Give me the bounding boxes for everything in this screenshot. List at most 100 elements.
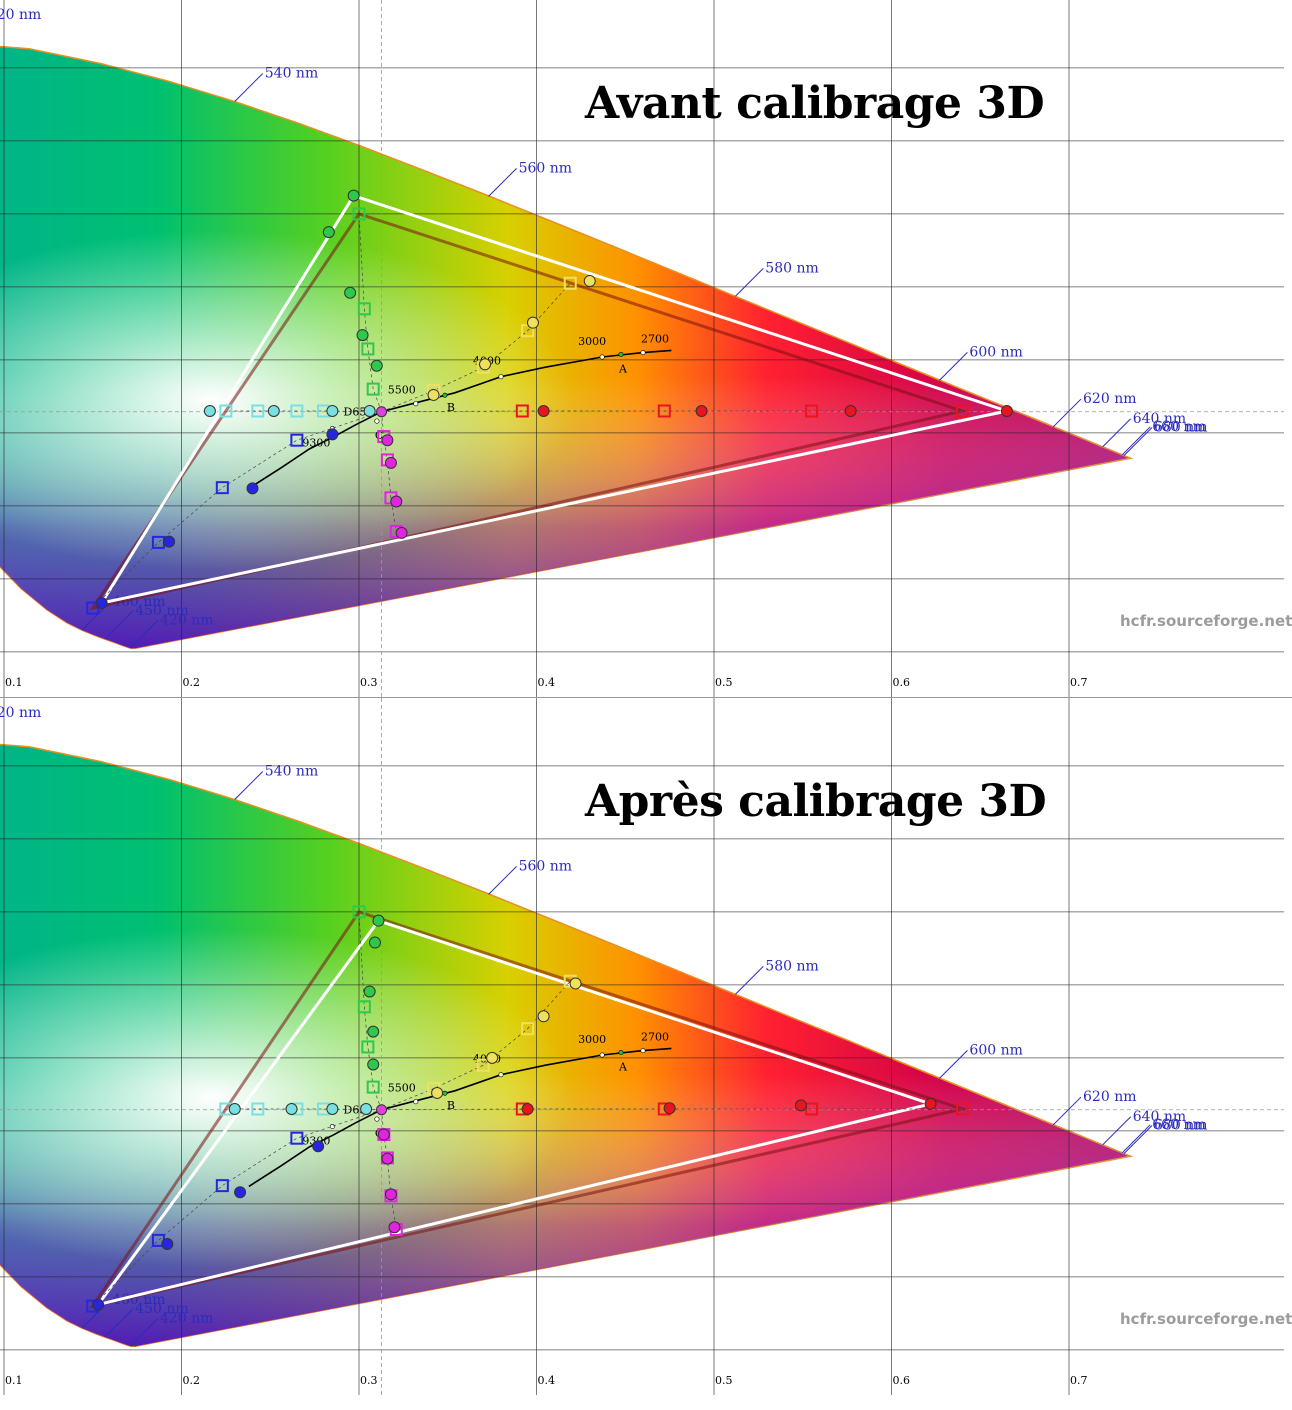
target-square (215, 1179, 229, 1193)
cct-point (618, 1049, 624, 1055)
wavelength-tick (1052, 1096, 1082, 1126)
target-square (290, 433, 304, 447)
measured-point (569, 977, 582, 990)
wavelength-label: 660 nm (1152, 419, 1205, 435)
measured-point (322, 226, 335, 239)
target-square (357, 1000, 371, 1014)
target-square (361, 342, 375, 356)
measured-point (312, 1140, 325, 1153)
target-square (563, 276, 577, 290)
wavelength-tick (1121, 1124, 1151, 1154)
wavelength-tick (129, 619, 159, 649)
measured-point (844, 405, 857, 417)
target-square (805, 1102, 819, 1116)
measured-point (370, 359, 383, 372)
gamut-area (0, 743, 1134, 1348)
chart-panel-after: 0.1 0.2 0.3 0.4 0.5 0.6 0.7 520 nm 540 nm 560 nm 5… (0, 698, 1292, 1395)
target-square (251, 1102, 265, 1116)
measured-point (92, 1298, 105, 1311)
measured-point (427, 388, 440, 401)
measured-point (326, 1103, 339, 1115)
x-tick-label: 0.2 (183, 1374, 201, 1387)
cct-point (618, 351, 624, 357)
x-tick-label: 0.7 (1070, 1374, 1088, 1387)
measured-point (326, 428, 339, 441)
wavelength-tick (734, 268, 764, 297)
wavelength-label: 420 nm (160, 612, 213, 628)
target-square (357, 302, 371, 316)
measured-point (381, 434, 394, 447)
measured-point (228, 1103, 241, 1115)
x-tick-label: 0.1 (5, 1374, 23, 1387)
cie-chart-after: 0.1 0.2 0.3 0.4 0.5 0.6 0.7 520 nm 540 nm 560 nm 5… (0, 698, 1284, 1395)
measured-point (395, 526, 408, 539)
measured-point (372, 914, 385, 927)
measured-point (521, 1103, 534, 1115)
wavelength-label: 600 nm (969, 1042, 1022, 1058)
chart-panel-before: 0.1 0.2 0.3 0.4 0.5 0.6 0.7 520 nm 540 nm 560 nm 5… (0, 0, 1292, 697)
cct-point (442, 1090, 448, 1096)
wavelength-tick (104, 1308, 134, 1338)
target-square (366, 382, 380, 396)
x-tick-label: 0.5 (715, 676, 733, 689)
cct-point (599, 1052, 605, 1058)
cie-chart-before: 0.1 0.2 0.3 0.4 0.5 0.6 0.7 520 nm 540 nm 560 nm 5… (0, 0, 1284, 697)
target-square (476, 1058, 490, 1072)
measured-point (381, 1152, 394, 1165)
wavelength-tick (734, 966, 764, 995)
cct-point (498, 374, 504, 380)
measured-point (368, 936, 381, 949)
measured-point (479, 358, 492, 371)
measured-point (234, 1186, 247, 1199)
x-tick-label: 0.7 (1070, 676, 1088, 689)
measured-point (1000, 405, 1013, 417)
cct-label: A (618, 1060, 628, 1073)
wavelength-label: 540 nm (265, 65, 318, 81)
wavelength-tick (1123, 1125, 1153, 1154)
wavelength-tick (1102, 1116, 1132, 1146)
cct-label: B (447, 401, 455, 414)
x-tick-label: 0.6 (893, 676, 911, 689)
cct-point (599, 354, 605, 360)
cct-point (413, 1099, 419, 1105)
cct-point (413, 401, 419, 407)
wavelength-tick (129, 1317, 159, 1347)
chart-title: Avant calibrage 3D (585, 78, 1045, 129)
x-tick-label: 0.1 (5, 676, 23, 689)
target-guide-line (381, 283, 571, 413)
measured-point (163, 535, 176, 548)
cct-label: 2700 (641, 333, 669, 346)
wavelength-label: 450 nm (135, 603, 188, 619)
x-tick-label: 0.2 (183, 676, 201, 689)
measured-point (347, 189, 360, 202)
wavelength-label: 580 nm (765, 958, 818, 974)
measured-point (794, 1099, 807, 1112)
target-gamut-triangle (89, 212, 969, 611)
measured-point (267, 405, 280, 417)
target-square (956, 404, 969, 418)
target-square (515, 404, 529, 418)
target-square (521, 1022, 535, 1036)
target-square (86, 601, 100, 615)
wavelength-tick (1121, 426, 1151, 456)
cct-label: B (447, 1099, 455, 1112)
measured-point (203, 405, 216, 417)
x-tick-label: 0.5 (715, 1374, 733, 1387)
measured-point (285, 1103, 298, 1115)
x-tick-label: 0.3 (360, 1374, 378, 1387)
target-square (657, 404, 671, 418)
target-square (290, 1131, 304, 1145)
wavelength-label: 560 nm (519, 858, 572, 874)
measured-point (326, 405, 339, 417)
target-square (956, 1102, 969, 1116)
chart-title: Après calibrage 3D (585, 776, 1047, 827)
wavelength-label: 560 nm (519, 160, 572, 176)
wavelength-label: 450 nm (135, 1301, 188, 1317)
wavelength-tick (234, 73, 264, 102)
wavelength-tick (1052, 398, 1082, 428)
wavelength-label: 620 nm (1083, 1089, 1136, 1105)
wavelength-tick (1123, 427, 1153, 456)
wavelength-label: 460 nm (112, 1292, 165, 1308)
wavelength-label: 520 nm (0, 705, 41, 721)
wavelength-label: 680 nm (1154, 420, 1207, 436)
